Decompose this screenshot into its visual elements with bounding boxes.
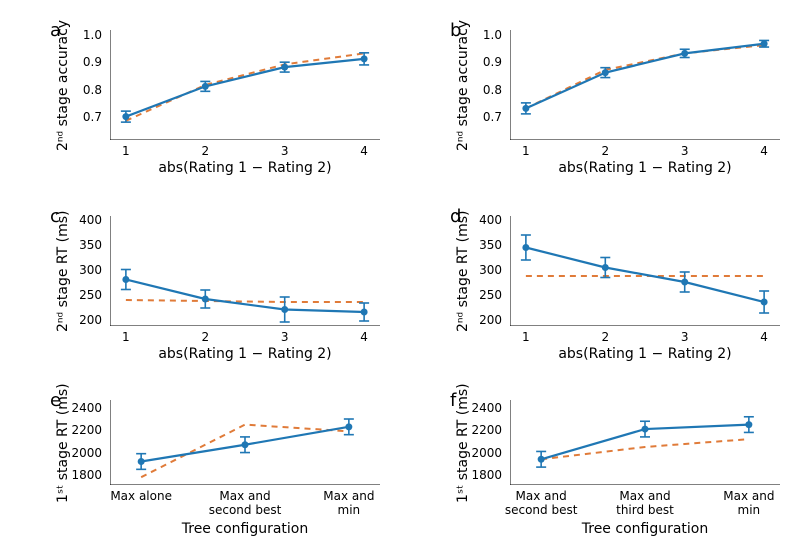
- plot-svg: [510, 216, 780, 326]
- xtick-label: 2: [201, 331, 209, 345]
- panel-b: b12340.70.80.91.0abs(Rating 1 − Rating 2…: [510, 30, 780, 140]
- xlabel: Tree configuration: [582, 521, 709, 537]
- xtick-label: Max and min: [323, 490, 374, 518]
- xtick-label: 2: [601, 145, 609, 159]
- xtick-label: 3: [281, 331, 289, 345]
- xlabel: Tree configuration: [182, 521, 309, 537]
- dashed-series: [526, 45, 764, 108]
- data-marker: [602, 69, 609, 76]
- data-marker: [681, 279, 688, 286]
- xtick-label: 4: [360, 145, 368, 159]
- plot-svg: [110, 400, 380, 485]
- xtick-label: 1: [122, 331, 130, 345]
- xtick-label: 3: [681, 145, 689, 159]
- plot-svg: [110, 216, 380, 326]
- data-marker: [242, 441, 249, 448]
- xtick-label: Max alone: [110, 490, 172, 504]
- panel-d: d1234200250300350400abs(Rating 1 − Ratin…: [510, 216, 780, 326]
- xtick-label: Max and second best: [505, 490, 578, 518]
- xtick-label: 2: [201, 145, 209, 159]
- xtick-label: Max and min: [723, 490, 774, 518]
- data-marker: [361, 55, 368, 62]
- xtick-label: 1: [522, 145, 530, 159]
- data-marker: [522, 244, 529, 251]
- ylabel: 2ⁿᵈ stage accuracy: [455, 19, 471, 150]
- data-marker: [681, 50, 688, 57]
- data-marker: [138, 458, 145, 465]
- data-marker: [361, 309, 368, 316]
- data-marker: [281, 306, 288, 313]
- xtick-label: Max and third best: [616, 490, 674, 518]
- data-marker: [202, 83, 209, 90]
- xtick-label: 1: [522, 331, 530, 345]
- xtick-label: 4: [760, 331, 768, 345]
- data-marker: [345, 423, 352, 430]
- ylabel: 2ⁿᵈ stage accuracy: [55, 19, 71, 150]
- data-marker: [281, 64, 288, 71]
- ylabel: 2ⁿᵈ stage RT (ms): [55, 211, 71, 333]
- data-marker: [745, 421, 752, 428]
- xtick-label: 3: [681, 331, 689, 345]
- panel-a: a12340.70.80.91.0abs(Rating 1 − Rating 2…: [110, 30, 380, 140]
- plot-svg: [510, 30, 780, 140]
- panel-e: eMax aloneMax and second bestMax and min…: [110, 400, 380, 485]
- data-marker: [761, 299, 768, 306]
- data-marker: [761, 40, 768, 47]
- solid-series: [526, 248, 764, 303]
- panel-f: fMax and second bestMax and third bestMa…: [510, 400, 780, 485]
- xtick-label: 2: [601, 331, 609, 345]
- data-marker: [122, 276, 129, 283]
- data-marker: [602, 264, 609, 271]
- data-marker: [522, 105, 529, 112]
- ylabel: 1ˢᵗ stage RT (ms): [455, 383, 471, 503]
- xtick-label: 1: [122, 145, 130, 159]
- ylabel: 2ⁿᵈ stage RT (ms): [455, 211, 471, 333]
- xtick-label: Max and second best: [209, 490, 282, 518]
- data-marker: [538, 456, 545, 463]
- ylabel: 1ˢᵗ stage RT (ms): [55, 383, 71, 503]
- plot-svg: [110, 30, 380, 140]
- figure-root: a12340.70.80.91.0abs(Rating 1 − Rating 2…: [0, 0, 805, 545]
- data-marker: [122, 113, 129, 120]
- xlabel: abs(Rating 1 − Rating 2): [158, 160, 331, 176]
- data-marker: [642, 426, 649, 433]
- data-marker: [202, 296, 209, 303]
- panel-c: c1234200250300350400abs(Rating 1 − Ratin…: [110, 216, 380, 326]
- solid-series: [126, 280, 364, 313]
- xtick-label: 4: [760, 145, 768, 159]
- solid-series: [526, 44, 764, 109]
- xlabel: abs(Rating 1 − Rating 2): [558, 346, 731, 362]
- plot-svg: [510, 400, 780, 485]
- xlabel: abs(Rating 1 − Rating 2): [558, 160, 731, 176]
- xlabel: abs(Rating 1 − Rating 2): [158, 346, 331, 362]
- dashed-series: [126, 300, 364, 302]
- solid-series: [126, 59, 364, 117]
- xtick-label: 4: [360, 331, 368, 345]
- xtick-label: 3: [281, 145, 289, 159]
